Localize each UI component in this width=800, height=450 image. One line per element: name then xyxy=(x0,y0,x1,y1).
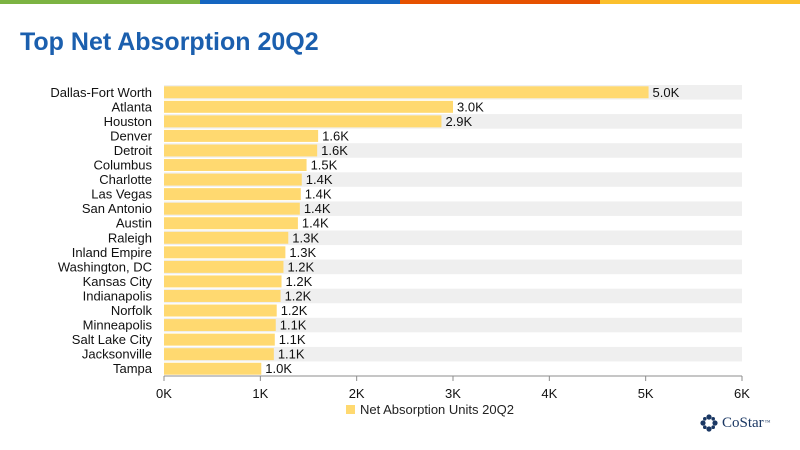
bar xyxy=(164,188,301,201)
data-label: 1.4K xyxy=(302,216,329,231)
data-label: 1.4K xyxy=(305,187,332,202)
bar xyxy=(164,260,284,273)
data-label: 1.2K xyxy=(285,288,312,303)
x-tick-label: 5K xyxy=(638,386,654,401)
row-band xyxy=(164,201,742,216)
category-label: Las Vegas xyxy=(91,187,152,202)
category-label: Houston xyxy=(104,114,152,129)
legend-swatch xyxy=(346,405,355,414)
category-label: Norfolk xyxy=(111,303,153,318)
data-label: 2.9K xyxy=(445,114,472,129)
bar xyxy=(164,362,262,375)
category-label: Washington, DC xyxy=(58,259,152,274)
category-label: Charlotte xyxy=(99,172,152,187)
trademark: ™ xyxy=(764,420,771,426)
row-band xyxy=(164,317,742,333)
category-label: Indianapolis xyxy=(83,288,153,303)
top-accent-bar xyxy=(0,0,800,4)
accent-yellow xyxy=(600,0,800,4)
row-band xyxy=(164,288,742,304)
category-label: Atlanta xyxy=(112,99,153,114)
data-label: 1.6K xyxy=(321,143,348,158)
bar xyxy=(164,144,318,157)
x-tick-label: 6K xyxy=(734,386,750,401)
bar xyxy=(164,159,307,171)
row-band xyxy=(164,230,742,246)
data-label: 3.0K xyxy=(457,99,484,114)
category-label: Columbus xyxy=(93,158,152,173)
data-label: 1.2K xyxy=(286,274,313,289)
data-label: 1.1K xyxy=(278,347,305,362)
category-label: Inland Empire xyxy=(72,245,152,260)
data-label: 1.2K xyxy=(281,303,308,318)
data-label: 1.0K xyxy=(265,361,292,376)
category-label: San Antonio xyxy=(82,201,152,216)
row-band xyxy=(164,346,742,362)
category-label: Detroit xyxy=(114,143,153,158)
bar xyxy=(164,100,453,113)
data-label: 1.3K xyxy=(292,230,319,245)
bar xyxy=(164,333,275,346)
bar xyxy=(164,246,286,259)
bar xyxy=(164,348,274,361)
data-label: 1.1K xyxy=(280,318,307,333)
data-label: 5.0K xyxy=(653,85,680,100)
x-tick-label: 2K xyxy=(349,386,365,401)
row-band xyxy=(164,259,742,275)
x-tick-label: 4K xyxy=(541,386,557,401)
legend-label: Net Absorption Units 20Q2 xyxy=(360,402,514,417)
bar xyxy=(164,319,276,332)
row-band xyxy=(164,172,742,187)
bar xyxy=(164,86,649,99)
logo-text: CoStar xyxy=(722,414,764,431)
data-label: 1.6K xyxy=(322,128,349,143)
accent-blue xyxy=(200,0,400,4)
category-label: Salt Lake City xyxy=(72,332,153,347)
bar xyxy=(164,115,442,128)
chart-legend: Net Absorption Units 20Q2 xyxy=(346,402,514,417)
category-label: Minneapolis xyxy=(83,318,153,333)
category-label: Raleigh xyxy=(108,230,152,245)
x-tick-label: 0K xyxy=(156,386,172,401)
accent-green xyxy=(0,0,200,4)
category-label: Austin xyxy=(116,216,152,231)
data-label: 1.2K xyxy=(287,259,314,274)
bar xyxy=(164,202,300,215)
category-label: Jacksonville xyxy=(82,347,152,362)
category-label: Denver xyxy=(110,128,153,143)
category-label: Kansas City xyxy=(83,274,153,289)
bar xyxy=(164,290,281,302)
category-label: Dallas-Fort Worth xyxy=(50,85,152,100)
bar xyxy=(164,275,282,288)
bar xyxy=(164,129,319,142)
accent-orange xyxy=(400,0,600,4)
bar xyxy=(164,231,289,244)
bar xyxy=(164,304,277,317)
data-label: 1.3K xyxy=(289,245,316,260)
x-tick-label: 3K xyxy=(445,386,461,401)
page-title: Top Net Absorption 20Q2 xyxy=(20,28,319,56)
category-label: Tampa xyxy=(113,361,153,376)
data-label: 1.1K xyxy=(279,332,306,347)
data-label: 1.5K xyxy=(311,158,338,173)
x-tick-label: 1K xyxy=(252,386,268,401)
data-label: 1.4K xyxy=(304,201,331,216)
costar-logo: CoStar ™ xyxy=(700,414,771,432)
costar-logo-icon xyxy=(700,414,718,432)
bar xyxy=(164,217,298,230)
data-label: 1.4K xyxy=(306,172,333,187)
bar xyxy=(164,173,302,186)
